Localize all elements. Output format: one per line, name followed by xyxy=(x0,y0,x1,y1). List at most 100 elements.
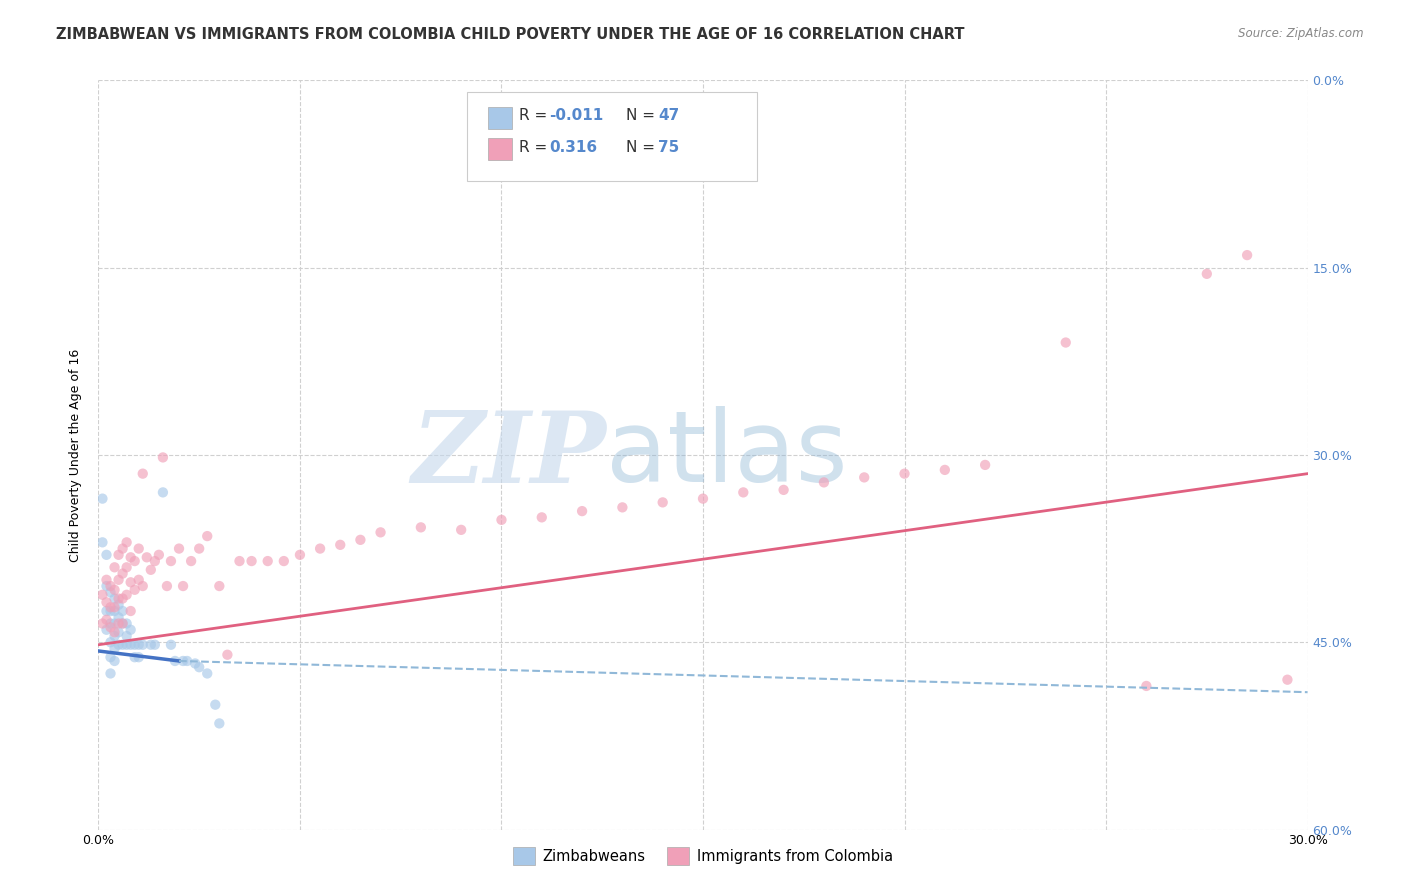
Point xyxy=(111,541,134,556)
Point xyxy=(139,638,162,652)
Point xyxy=(115,616,138,631)
FancyBboxPatch shape xyxy=(488,106,512,129)
Point xyxy=(115,535,138,549)
Point xyxy=(103,604,125,618)
Point xyxy=(103,616,125,631)
Text: 47: 47 xyxy=(658,108,679,123)
Point xyxy=(100,650,122,665)
Point xyxy=(128,541,150,556)
Point xyxy=(107,625,129,640)
Point xyxy=(208,716,231,731)
Point xyxy=(111,616,134,631)
Point xyxy=(172,654,194,668)
Point xyxy=(195,529,218,543)
Point xyxy=(148,548,170,562)
Point xyxy=(124,650,146,665)
Point xyxy=(349,533,371,547)
Point xyxy=(100,620,122,634)
Point xyxy=(152,450,174,465)
Point xyxy=(651,495,673,509)
Point xyxy=(772,483,794,497)
Text: Source: ZipAtlas.com: Source: ZipAtlas.com xyxy=(1239,27,1364,40)
Point xyxy=(172,579,194,593)
Point xyxy=(273,554,295,568)
Point xyxy=(309,541,332,556)
Point xyxy=(1277,673,1299,687)
Text: 0.316: 0.316 xyxy=(550,140,598,155)
Point xyxy=(1195,267,1218,281)
Point xyxy=(188,660,211,674)
Point xyxy=(208,579,231,593)
Text: N =: N = xyxy=(626,140,659,155)
Point xyxy=(450,523,472,537)
Point xyxy=(692,491,714,506)
Point xyxy=(107,548,129,562)
Legend: Zimbabweans, Immigrants from Colombia: Zimbabweans, Immigrants from Colombia xyxy=(508,841,898,871)
Point xyxy=(103,600,125,615)
Point xyxy=(103,625,125,640)
Point xyxy=(107,616,129,631)
Point xyxy=(160,638,183,652)
FancyBboxPatch shape xyxy=(467,92,758,181)
Point xyxy=(156,579,179,593)
Point xyxy=(100,604,122,618)
Point xyxy=(100,635,122,649)
Point xyxy=(96,548,118,562)
Point xyxy=(163,654,186,668)
Point xyxy=(167,541,190,556)
Point xyxy=(107,638,129,652)
Point xyxy=(96,595,118,609)
Point xyxy=(91,588,114,602)
Point xyxy=(115,560,138,574)
Point xyxy=(124,554,146,568)
Point xyxy=(120,550,142,565)
Point xyxy=(120,623,142,637)
Text: -0.011: -0.011 xyxy=(550,108,603,123)
Point xyxy=(107,610,129,624)
Point xyxy=(143,554,166,568)
Point xyxy=(571,504,593,518)
Text: 75: 75 xyxy=(658,140,679,155)
Point xyxy=(288,548,311,562)
Point xyxy=(132,579,155,593)
Point xyxy=(128,638,150,652)
Point xyxy=(128,573,150,587)
Point xyxy=(204,698,226,712)
Text: R =: R = xyxy=(519,108,553,123)
Point xyxy=(132,638,155,652)
Point xyxy=(491,513,513,527)
Point xyxy=(100,585,122,599)
Point xyxy=(103,591,125,606)
Point xyxy=(1236,248,1258,262)
Point xyxy=(329,538,352,552)
Point xyxy=(103,654,125,668)
Point xyxy=(139,563,162,577)
Point xyxy=(124,582,146,597)
Point xyxy=(91,616,114,631)
Y-axis label: Child Poverty Under the Age of 16: Child Poverty Under the Age of 16 xyxy=(69,348,83,562)
Point xyxy=(733,485,755,500)
Point xyxy=(96,579,118,593)
Point xyxy=(111,591,134,606)
Point xyxy=(103,629,125,643)
Point xyxy=(111,566,134,581)
Point xyxy=(96,604,118,618)
Point xyxy=(111,616,134,631)
Point xyxy=(974,458,997,472)
Point xyxy=(934,463,956,477)
Point xyxy=(256,554,278,568)
Point xyxy=(152,485,174,500)
Point xyxy=(180,554,202,568)
Point xyxy=(107,573,129,587)
Point xyxy=(107,598,129,612)
Point xyxy=(115,638,138,652)
Text: atlas: atlas xyxy=(606,407,848,503)
Point xyxy=(91,491,114,506)
Point xyxy=(135,550,157,565)
Point xyxy=(111,638,134,652)
Point xyxy=(115,629,138,643)
Text: N =: N = xyxy=(626,108,659,123)
Point xyxy=(96,573,118,587)
Point xyxy=(103,582,125,597)
Point xyxy=(103,560,125,574)
